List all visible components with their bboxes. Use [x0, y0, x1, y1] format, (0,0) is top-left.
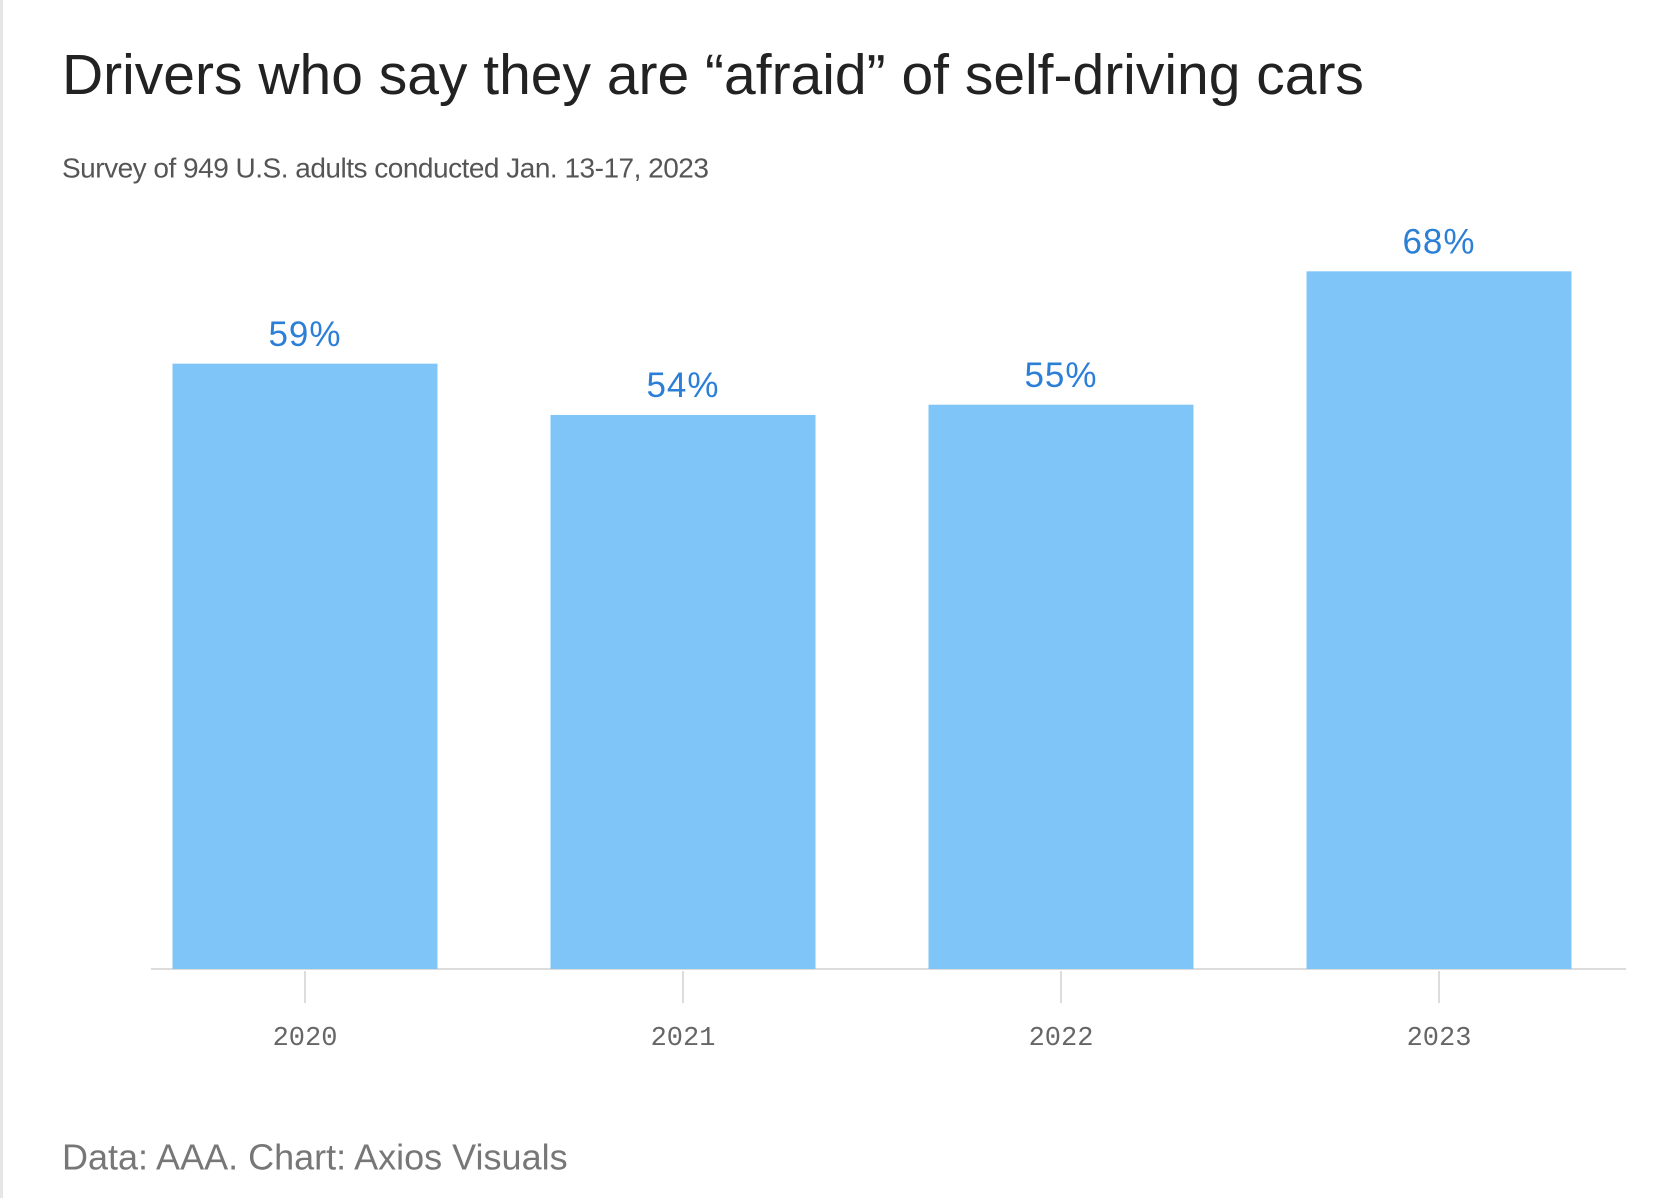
bar	[1306, 271, 1572, 969]
x-tick-label: 2021	[651, 1024, 716, 1054]
source-note: Data: AAA. Chart: Axios Visuals	[62, 1137, 568, 1178]
x-tick-label: 2020	[273, 1024, 338, 1054]
x-tick-label: 2023	[1407, 1024, 1472, 1054]
chart-title: Drivers who say they are “afraid” of sel…	[62, 43, 1364, 107]
value-label: 55%	[1024, 356, 1097, 395]
bar	[172, 363, 438, 969]
chart-subtitle: Survey of 949 U.S. adults conducted Jan.…	[62, 152, 708, 183]
bar	[550, 414, 816, 970]
value-label: 54%	[646, 366, 719, 405]
value-label: 68%	[1402, 223, 1475, 262]
x-tick-label: 2022	[1029, 1024, 1094, 1054]
bar	[928, 404, 1194, 969]
value-label: 59%	[268, 315, 341, 354]
